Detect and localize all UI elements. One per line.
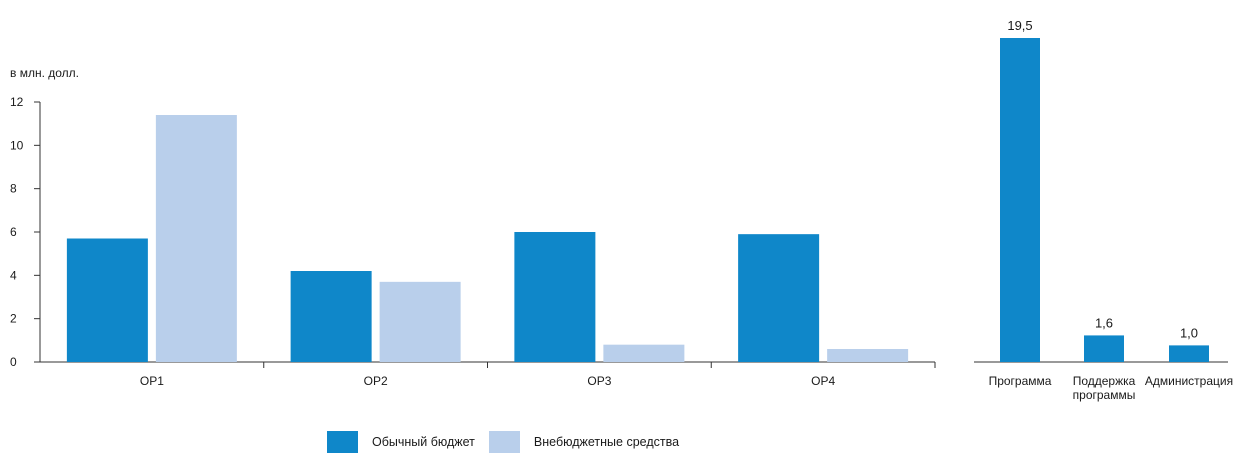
legend-swatch-extrabudgetary xyxy=(488,431,520,453)
legend-label-regular-budget: Обычный бюджет xyxy=(372,435,475,449)
y-tick-label: 2 xyxy=(10,312,17,326)
x-category-label: OP1 xyxy=(140,374,164,388)
data-label: 19,5 xyxy=(1007,18,1032,33)
bar-right-0 xyxy=(1000,38,1040,362)
x-category-label-right: Программа xyxy=(989,374,1052,388)
bar-op2-extrabudgetary xyxy=(379,281,461,362)
y-axis-unit-label: в млн. долл. xyxy=(10,66,79,80)
x-category-label: OP3 xyxy=(587,374,611,388)
legend-item-regular-budget: Обычный бюджет xyxy=(327,431,475,453)
legend-label-extrabudgetary: Внебюджетные средства xyxy=(533,435,680,449)
y-tick-label: 8 xyxy=(10,182,17,196)
bar-op3-extrabudgetary xyxy=(603,344,685,362)
data-label: 1,0 xyxy=(1180,325,1198,340)
y-tick-label: 6 xyxy=(10,225,17,239)
y-tick-label: 10 xyxy=(10,138,24,152)
x-category-label-right: программы xyxy=(1073,388,1136,402)
y-tick-label: 0 xyxy=(10,355,17,369)
bar-op2-regular-budget xyxy=(290,271,372,362)
bar-right-1 xyxy=(1084,335,1124,362)
bar-op4-extrabudgetary xyxy=(827,349,909,362)
x-category-label-right: Администрация xyxy=(1145,374,1233,388)
bar-right-2 xyxy=(1169,345,1209,362)
legend-item-extrabudgetary: Внебюджетные средства xyxy=(488,431,680,453)
legend: Обычный бюджет Внебюджетные средства xyxy=(327,431,693,453)
x-category-label-right: Поддержка xyxy=(1073,374,1136,388)
y-tick-label: 12 xyxy=(10,95,24,109)
x-category-label: OP2 xyxy=(364,374,388,388)
y-tick-label: 4 xyxy=(10,268,17,282)
bar-op4-regular-budget xyxy=(738,234,820,362)
legend-swatch-regular-budget xyxy=(327,431,358,453)
data-label: 1,6 xyxy=(1095,315,1113,330)
x-category-label: OP4 xyxy=(811,374,835,388)
bar-op3-regular-budget xyxy=(514,232,596,362)
bar-op1-regular-budget xyxy=(66,238,148,362)
bar-op1-extrabudgetary xyxy=(155,115,237,362)
